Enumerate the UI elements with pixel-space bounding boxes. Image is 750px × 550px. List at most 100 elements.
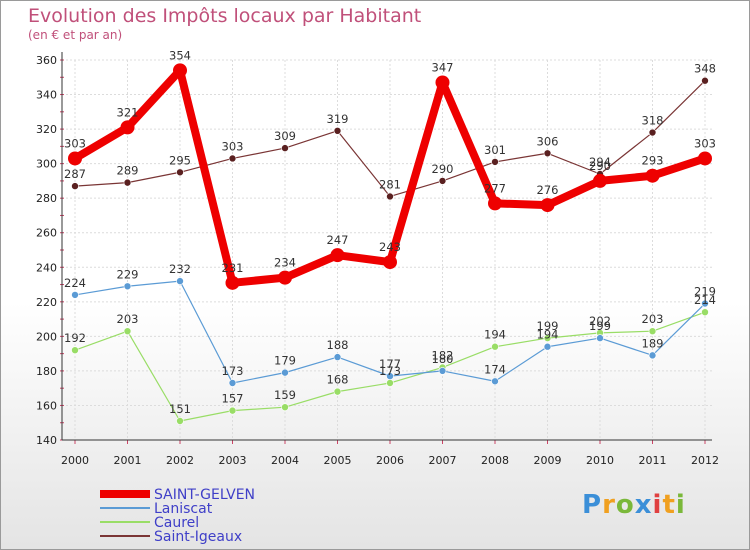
data-label: 306	[537, 134, 559, 148]
data-point	[543, 334, 552, 342]
data-label: 234	[274, 256, 296, 270]
x-tick-label: 2006	[376, 454, 404, 467]
data-point	[173, 63, 187, 78]
data-label: 182	[432, 348, 454, 362]
data-label: 157	[222, 392, 244, 406]
data-point	[123, 282, 132, 291]
data-label: 159	[274, 388, 296, 402]
data-point	[596, 334, 604, 342]
x-tick-label: 2004	[271, 454, 299, 467]
data-point	[698, 151, 712, 166]
chart-title: Evolution des Impôts locaux par Habitant	[28, 5, 421, 27]
series-group	[68, 63, 712, 425]
data-label: 290	[432, 162, 454, 176]
legend-label: SAINT-GELVEN	[154, 487, 255, 503]
data-point	[123, 178, 132, 187]
data-label: 199	[589, 319, 611, 333]
x-tick-label: 2003	[219, 454, 247, 467]
data-point	[68, 151, 82, 166]
data-point	[176, 417, 184, 425]
data-label: 202	[589, 314, 611, 328]
data-label: 192	[64, 331, 86, 345]
data-point	[228, 154, 237, 163]
axes: 140 160 180 200 220 240 260 280 300 320 340 360 2000…	[36, 52, 719, 467]
data-point	[228, 406, 237, 415]
x-tick-label: 2007	[429, 454, 457, 467]
data-point	[386, 379, 394, 387]
data-label: 189	[642, 336, 664, 350]
data-point	[386, 192, 394, 201]
data-point	[176, 277, 184, 285]
data-point	[701, 76, 709, 85]
data-label: 287	[64, 167, 86, 181]
data-label: 231	[222, 261, 244, 275]
logo-letter: P	[582, 490, 603, 520]
y-tick-label: 320	[36, 123, 57, 136]
y-tick-label: 340	[36, 89, 57, 102]
data-point	[176, 168, 184, 177]
data-point	[281, 144, 289, 152]
y-tick-label: 180	[36, 365, 57, 378]
data-label: 168	[327, 373, 349, 387]
data-point	[645, 168, 660, 183]
data-point	[701, 299, 709, 308]
logo-letter: i	[675, 490, 686, 520]
data-point	[540, 198, 555, 213]
data-labels: 287 289 295 303 309 319 281 290 301 306 294 318 348 1…	[64, 48, 716, 416]
data-label: 247	[327, 233, 349, 247]
y-tick-label: 220	[36, 296, 57, 309]
data-point	[225, 275, 240, 290]
data-label: 309	[274, 129, 296, 143]
logo-letter: o	[615, 490, 635, 520]
data-label: 347	[432, 60, 454, 74]
x-tick-label: 2009	[534, 454, 562, 467]
data-label: 277	[484, 181, 506, 195]
data-point	[491, 377, 499, 386]
data-label: 354	[169, 48, 191, 62]
data-point	[491, 158, 499, 166]
y-tick-label: 360	[36, 54, 57, 67]
data-point	[438, 367, 447, 375]
data-label: 293	[642, 154, 664, 168]
y-tick-label: 160	[36, 399, 57, 412]
data-point	[543, 342, 552, 351]
data-point	[278, 270, 292, 285]
data-point	[701, 308, 709, 316]
data-label: 194	[537, 328, 559, 342]
x-tick-label: 2002	[166, 454, 194, 467]
data-point	[71, 346, 79, 354]
chart-subtitle: (en € et par an)	[28, 28, 122, 42]
data-label: 173	[222, 364, 244, 378]
data-label: 214	[694, 293, 716, 307]
x-tick-label: 2001	[114, 454, 142, 467]
x-tick-label: 2012	[691, 454, 719, 467]
data-label: 177	[379, 357, 401, 371]
data-label: 319	[327, 112, 349, 126]
data-label: 194	[484, 328, 506, 342]
data-point	[593, 173, 607, 188]
data-point	[228, 379, 237, 387]
data-label: 290	[589, 159, 611, 173]
data-point	[491, 342, 499, 351]
data-label: 281	[379, 177, 401, 191]
x-tick-label: 2005	[324, 454, 352, 467]
y-tick-label: 140	[36, 434, 57, 447]
data-point	[120, 120, 135, 135]
data-label: 294	[589, 155, 611, 169]
data-point	[648, 327, 657, 335]
data-point	[383, 255, 397, 270]
data-label: 289	[117, 164, 139, 178]
logo-letter: r	[602, 490, 616, 520]
legend-label: Caurel	[154, 515, 199, 531]
data-label: 232	[169, 262, 191, 276]
data-label: 348	[694, 62, 716, 76]
data-label: 318	[642, 114, 664, 128]
data-label: 174	[484, 362, 506, 376]
data-label: 173	[379, 364, 401, 378]
x-tick-label: 2011	[639, 454, 667, 467]
data-point	[71, 182, 79, 190]
data-label: 243	[379, 240, 401, 254]
y-tick-label: 200	[36, 330, 57, 343]
